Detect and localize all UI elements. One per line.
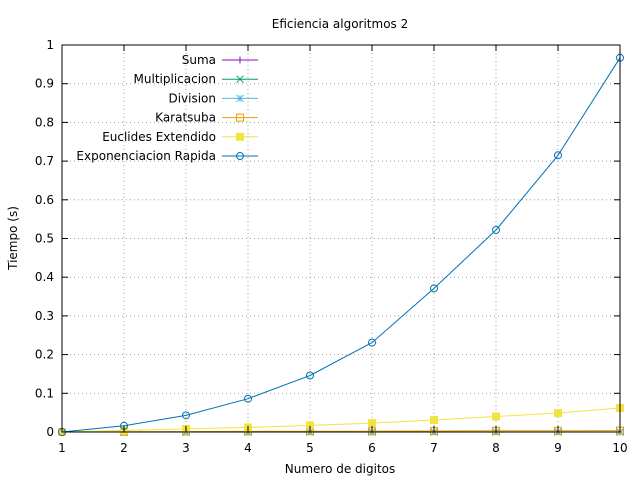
y-tick-label: 0.9 [35, 77, 54, 91]
plot-frame [61, 44, 621, 433]
legend-marker [236, 132, 244, 141]
x-tick-label: 7 [430, 441, 438, 455]
axis-ticks: 1 2 3 4 5 6 7 8 9 10 0 0.1 0.2 0.3 0.4 0.5 0.6 0.7 0.8 0.9 1 [35, 38, 628, 455]
data-point-euclides-extendido [554, 409, 562, 418]
series-layer [58, 53, 624, 436]
marker-shape [236, 113, 244, 122]
y-tick-label: 1 [46, 38, 54, 52]
legend-label: Euclides Extendido [102, 130, 216, 144]
marker-shape [244, 394, 252, 403]
legend-label: Multiplicacion [134, 72, 216, 86]
marker-shape [236, 132, 244, 141]
series-exponenciacion-rapida [58, 53, 624, 436]
chart-title: Eficiencia algoritmos 2 [272, 17, 409, 31]
x-tick-label: 10 [612, 441, 627, 455]
marker-shape [182, 411, 190, 420]
x-axis-title: Numero de digitos [285, 462, 396, 476]
marker-shape [430, 416, 438, 425]
legend-item-multiplicacion: Multiplicacion [134, 72, 258, 86]
x-tick-label: 9 [554, 441, 562, 455]
x-tick-label: 1 [58, 441, 66, 455]
y-tick-label: 0.4 [35, 270, 54, 284]
data-point-euclides-extendido [492, 412, 500, 421]
x-tick-label: 3 [182, 441, 190, 455]
x-tick-label: 8 [492, 441, 500, 455]
legend-item-exponenciacion-rapida: Exponenciacion Rapida [76, 149, 258, 163]
legend-label: Karatsuba [155, 111, 216, 125]
marker-shape [368, 338, 376, 347]
x-tick-label: 5 [306, 441, 314, 455]
legend-item-division: Division [168, 91, 258, 105]
x-tick-label: 4 [244, 441, 252, 455]
data-point-exponenciacion-rapida [244, 394, 252, 403]
legend-item-suma: Suma [182, 53, 258, 67]
series-karatsuba [58, 426, 624, 436]
y-tick-label: 0.1 [35, 386, 54, 400]
series-line-exponenciacion-rapida [61, 57, 621, 433]
legend-label: Suma [182, 53, 216, 67]
marker-shape [492, 412, 500, 421]
marker-stroke [236, 75, 244, 84]
data-point-exponenciacion-rapida [306, 371, 314, 380]
legend-marker [236, 94, 244, 103]
legend-marker [236, 56, 244, 64]
data-point-exponenciacion-rapida [368, 338, 376, 347]
marker-shape [430, 284, 438, 293]
legend-item-karatsuba: Karatsuba [155, 111, 258, 125]
y-tick-label: 0.7 [35, 154, 54, 168]
legend-marker [236, 75, 244, 84]
x-tick-label: 6 [368, 441, 376, 455]
data-point-exponenciacion-rapida [554, 151, 562, 160]
y-tick-label: 0.2 [35, 348, 54, 362]
legend-label: Exponenciacion Rapida [76, 149, 216, 163]
legend-marker [236, 152, 244, 160]
data-point-euclides-extendido [368, 419, 376, 428]
legend-item-euclides-extendido: Euclides Extendido [102, 130, 258, 144]
legend-label: Division [168, 91, 216, 105]
y-axis-title: Tiempo (s) [6, 206, 20, 271]
legend: Suma Multiplicacion Division Karatsuba Eucli… [76, 53, 258, 163]
data-point-exponenciacion-rapida [182, 411, 190, 420]
marker-shape [306, 371, 314, 380]
marker-shape [492, 225, 500, 234]
data-point-euclides-extendido [430, 416, 438, 425]
data-point-exponenciacion-rapida [492, 225, 500, 234]
y-tick-label: 0 [46, 425, 54, 439]
marker-shape [236, 152, 244, 160]
legend-marker [236, 113, 244, 122]
marker-shape [368, 419, 376, 428]
y-tick-label: 0.5 [35, 232, 54, 246]
y-tick-label: 0.6 [35, 193, 54, 207]
marker-stroke [236, 94, 244, 103]
y-tick-label: 0.3 [35, 309, 54, 323]
marker-shape [554, 151, 562, 160]
y-tick-label: 0.8 [35, 115, 54, 129]
marker-shape [554, 409, 562, 418]
series-line-euclides-extendido [61, 407, 621, 433]
data-point-exponenciacion-rapida [430, 284, 438, 293]
grid-lines [62, 45, 620, 432]
x-tick-label: 2 [120, 441, 128, 455]
